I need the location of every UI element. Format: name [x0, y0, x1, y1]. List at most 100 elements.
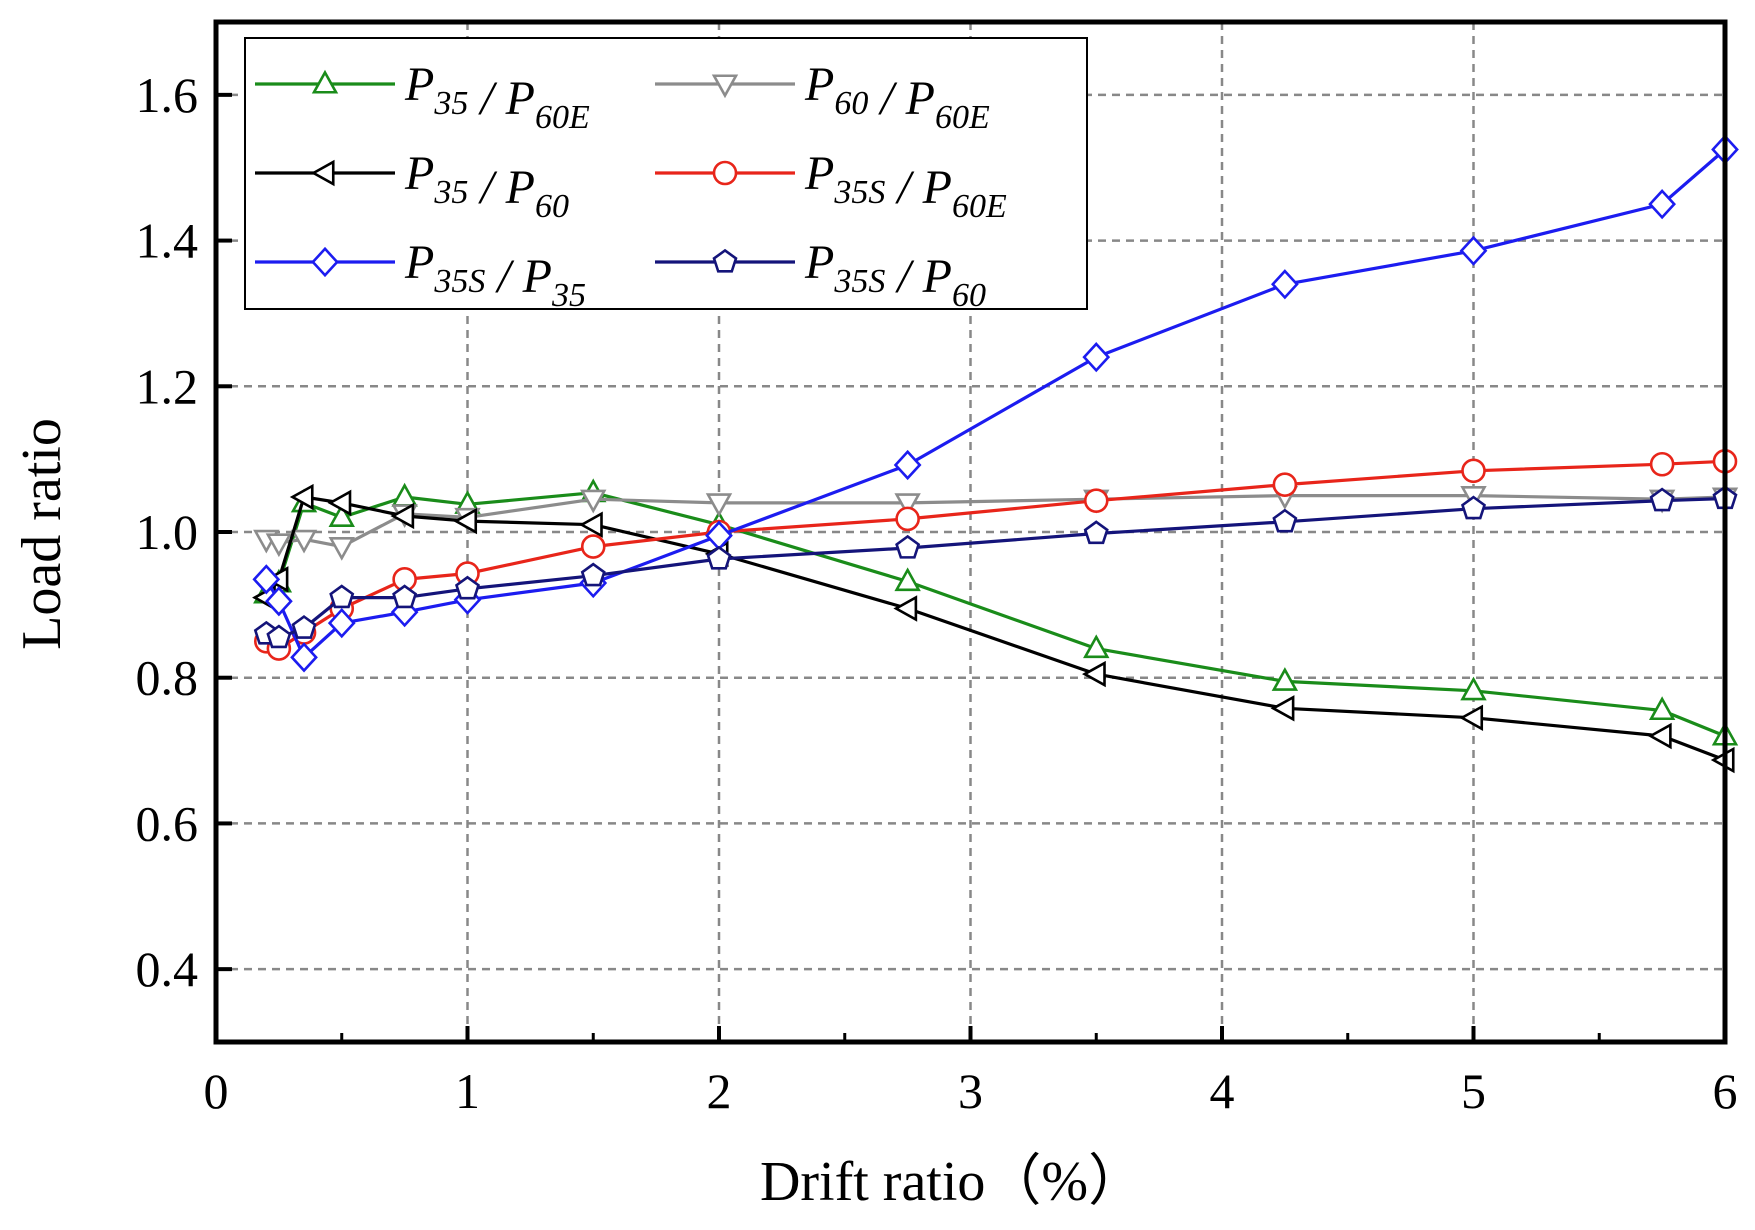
- legend-marker: [310, 159, 335, 187]
- data-point-p35s-p35: [390, 597, 419, 628]
- data-point-p35s-p35: [1271, 269, 1299, 300]
- data-point-p35-p60e: [391, 482, 418, 507]
- data-point-p35s-p35: [1459, 235, 1488, 266]
- data-point-p60-p60e: [580, 489, 607, 514]
- legend-entry-p35s-p60: P35S / P60: [655, 236, 986, 314]
- legend-label-text: P: [505, 161, 535, 214]
- data-point-p35s-p60e: [1272, 472, 1298, 497]
- legend-label-subscript: 60: [535, 188, 569, 225]
- data-point-p35-p60e: [1083, 634, 1110, 659]
- y-tick-label: 1.6: [136, 67, 199, 123]
- data-point-p35-p60: [893, 595, 918, 622]
- legend-label-text: P: [522, 250, 552, 303]
- data-point-p35s-p60: [266, 624, 292, 649]
- legend-label-subscript: 60E: [935, 99, 990, 136]
- data-point-p60-p60e: [894, 493, 921, 518]
- legend-label-subscript: 60E: [535, 99, 590, 136]
- data-point-p35-p60: [1459, 704, 1484, 731]
- legend-label-text: /: [468, 161, 505, 214]
- data-point-p35s-p60: [895, 534, 921, 559]
- legend-label-text: P: [804, 236, 834, 289]
- legend-label: P35S / P60: [804, 236, 986, 314]
- data-point-p60-p60e: [290, 529, 318, 554]
- data-point-p35s-p60e: [1461, 458, 1486, 484]
- series-line-p35s-p60e: [265, 459, 1726, 651]
- data-point-p35-p60: [327, 489, 352, 517]
- legend-label: P35S / P60E: [804, 147, 1007, 225]
- legend-entry-p60-p60e: P60 / P60E: [655, 58, 990, 136]
- x-axis-title: Drift ratio（%）: [760, 1151, 1144, 1213]
- data-point-p35s-p60: [454, 575, 481, 600]
- y-tick-label: 1.2: [136, 358, 199, 414]
- data-point-p35s-p60: [329, 584, 355, 609]
- data-point-p35s-p60e: [1083, 488, 1109, 513]
- data-point-p60-p60e: [705, 493, 733, 518]
- data-point-p35s-p35: [1082, 342, 1111, 373]
- data-point-p35-p60: [453, 507, 478, 535]
- legend-marker: [311, 246, 339, 278]
- data-point-p35-p60e: [1460, 676, 1487, 701]
- data-point-p35-p60e: [1271, 667, 1299, 691]
- axes: 0 1 2 3 4 5 6 0.4 0.6 0.8 1.0 1.2 1.4 1.6: [136, 19, 1738, 1119]
- legend-label-text: P: [804, 147, 834, 200]
- y-tick-label: 0.4: [136, 941, 199, 997]
- data-point-p35-p60: [390, 502, 415, 530]
- y-tick-label: 0.6: [136, 795, 199, 851]
- data-point-p35s-p35: [1648, 189, 1676, 220]
- legend-label-text: /: [485, 250, 522, 303]
- legend-label-subscript: 35: [433, 174, 468, 211]
- data-point-p35s-p35: [265, 586, 293, 617]
- series-p35s-p60: [253, 485, 1738, 649]
- legend-label-text: /: [885, 161, 922, 214]
- y-axis-title: Load ratio: [11, 418, 73, 650]
- legend-label-text: /: [468, 72, 505, 125]
- legend-entry-p35-p60: P35 / P60: [255, 147, 569, 225]
- y-tick-label: 1.4: [136, 213, 199, 269]
- data-point-p35-p60: [1082, 660, 1106, 688]
- legend-label-text: P: [404, 58, 434, 111]
- legend-label: P60 / P60E: [804, 58, 990, 136]
- data-point-p35s-p60e: [895, 506, 920, 532]
- legend-label-text: /: [868, 72, 905, 125]
- legend-label: P35 / P60E: [404, 58, 590, 136]
- legend-label-text: P: [404, 147, 434, 200]
- data-point-p35-p60: [1270, 695, 1295, 722]
- data-point-p35s-p60: [1460, 495, 1487, 520]
- y-tick-label: 0.8: [136, 650, 199, 706]
- data-point-p35s-p60e: [580, 534, 606, 559]
- legend-marker: [311, 69, 339, 94]
- data-point-p60-p60e: [328, 537, 355, 561]
- data-point-p35s-p60: [392, 584, 418, 609]
- data-point-p35s-p60: [580, 562, 606, 587]
- data-point-p35s-p35: [252, 564, 281, 595]
- data-point-p35s-p35: [327, 607, 356, 639]
- data-point-p35s-p60: [1083, 520, 1109, 545]
- legend-label-text: P: [905, 72, 935, 125]
- x-tick-label: 3: [958, 1063, 983, 1119]
- series-p35s-p60e: [253, 449, 1738, 661]
- data-point-p35-p60e: [894, 567, 921, 592]
- data-point-p35-p60e: [328, 503, 355, 527]
- series-line-p35-p60e: [265, 491, 1726, 738]
- legend-marker: [711, 74, 739, 99]
- data-point-p35-p60: [1647, 722, 1672, 750]
- legend-marker: [712, 248, 738, 273]
- data-point-p60-p60e: [265, 533, 293, 558]
- legend-label-subscript: 60: [834, 85, 868, 122]
- legend-marker: [712, 160, 738, 186]
- series-line-p35s-p60: [265, 496, 1726, 640]
- data-point-p35s-p35: [290, 642, 318, 673]
- legend-label-subscript: 60E: [952, 188, 1007, 225]
- plot-frame: [213, 19, 1728, 1045]
- legend-entry-p35s-p60e: P35S / P60E: [655, 147, 1007, 225]
- legend-label-text: P: [922, 250, 952, 303]
- data-point-p35s-p60: [1649, 487, 1675, 512]
- legend-entry-p35s-p35: P35S / P35: [255, 236, 586, 314]
- series-p35-p60: [252, 483, 1735, 774]
- data-point-p35s-p60: [706, 545, 732, 570]
- legend-label: P35 / P60: [404, 147, 569, 225]
- x-tick-label: 2: [707, 1063, 732, 1119]
- x-tick-label: 4: [1210, 1063, 1235, 1119]
- data-point-p35s-p60: [291, 615, 317, 639]
